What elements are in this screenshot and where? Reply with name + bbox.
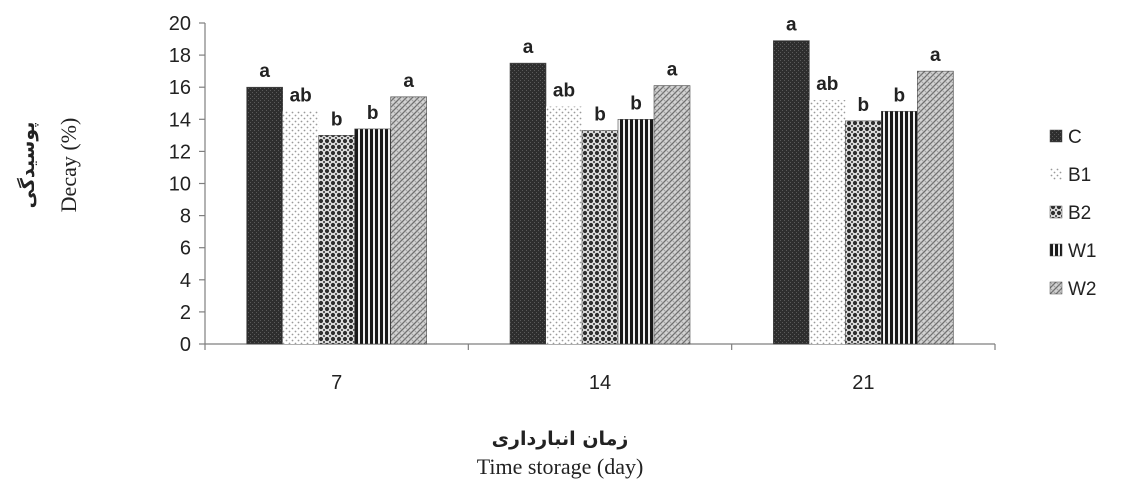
axes: 0 2 4 6 8 10 12 14 16 18 20 7 14 21	[169, 13, 996, 394]
bar-w2-day-21	[917, 70, 954, 345]
legend-label-w1: W1	[1068, 241, 1097, 262]
legend: C B1 B2 W1 W2	[1049, 127, 1097, 300]
x-tick-label: 14	[589, 372, 611, 394]
x-tick-label: 7	[331, 372, 342, 394]
significance-letter: ab	[816, 74, 838, 95]
x-axis-title-persian: زمان انبارداری	[492, 428, 629, 450]
bar-w2-day-14	[653, 85, 691, 345]
significance-letter: b	[367, 103, 379, 124]
bar-w2-day-7	[390, 96, 427, 345]
legend-swatch-b1	[1050, 168, 1062, 180]
y-tick-label: 16	[169, 77, 191, 99]
significance-letter: ab	[553, 80, 575, 101]
legend-label-c: C	[1068, 127, 1082, 148]
bar-w1-day-21	[881, 110, 918, 345]
y-axis-title: Decay (%)	[56, 118, 81, 213]
bar-c-day-14	[509, 62, 547, 345]
y-tick-label: 14	[169, 109, 191, 131]
significance-letter: a	[259, 61, 270, 82]
significance-letter: ab	[290, 85, 312, 106]
bar-w1-day-7	[354, 128, 391, 345]
y-axis-title-persian: پوسیدگی	[16, 122, 39, 209]
significance-letter: b	[331, 109, 343, 130]
significance-letter: a	[930, 45, 941, 66]
y-tick-label: 20	[169, 13, 191, 35]
x-tick-label: 21	[852, 372, 874, 394]
legend-label-b2: B2	[1068, 203, 1091, 224]
legend-swatch-c	[1049, 129, 1063, 143]
significance-letter: b	[894, 85, 906, 106]
y-tick-label: 18	[169, 45, 191, 67]
y-tick-label: 10	[169, 174, 191, 196]
legend-swatch-b2	[1049, 205, 1063, 219]
y-tick-label: 12	[169, 141, 191, 163]
legend-label-b1: B1	[1068, 165, 1091, 186]
bar-c-day-7	[246, 86, 283, 345]
significance-letter: b	[630, 93, 642, 114]
y-tick-label: 8	[180, 206, 191, 228]
bar-w1-day-14	[617, 119, 655, 345]
legend-swatch-w1	[1049, 243, 1063, 257]
bar-b1-day-7	[282, 111, 319, 345]
significance-letter: a	[667, 60, 678, 81]
y-tick-label: 0	[180, 334, 191, 356]
legend-swatch-w2	[1049, 281, 1063, 295]
bar-b1-day-14	[546, 106, 582, 345]
y-tick-label: 6	[180, 238, 191, 260]
significance-letter: b	[594, 105, 606, 126]
significance-letter: a	[403, 71, 414, 92]
significance-letter: a	[523, 37, 534, 58]
x-axis-title: Time storage (day)	[477, 454, 644, 479]
bar-b2-day-14	[581, 130, 619, 345]
significance-letter: b	[858, 95, 870, 116]
y-tick-label: 2	[180, 302, 191, 324]
y-tick-label: 4	[180, 270, 191, 292]
significance-letter: a	[786, 15, 797, 36]
bar-c-day-21	[773, 40, 810, 345]
bar-b2-day-21	[845, 120, 882, 345]
bar-b1-day-21	[809, 100, 846, 344]
bar-b2-day-7	[318, 135, 355, 345]
legend-label-w2: W2	[1068, 279, 1097, 300]
